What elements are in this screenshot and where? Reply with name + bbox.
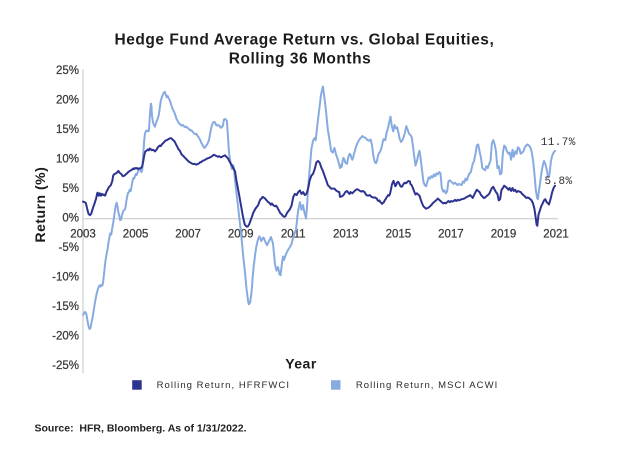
svg-text:Source: HFR, Bloomberg. As of: Source: HFR, Bloomberg. As of 1/31/2022. [35, 423, 247, 435]
svg-text:5%: 5% [62, 183, 79, 195]
svg-text:5.8%: 5.8% [544, 176, 572, 188]
svg-text:11.7%: 11.7% [541, 137, 576, 149]
svg-text:10%: 10% [56, 154, 79, 166]
svg-text:-10%: -10% [52, 272, 79, 284]
svg-text:-15%: -15% [52, 301, 79, 313]
svg-text:-5%: -5% [59, 242, 79, 254]
svg-text:20%: 20% [56, 95, 79, 107]
svg-text:0%: 0% [62, 213, 79, 225]
svg-text:2021: 2021 [543, 229, 569, 241]
svg-text:15%: 15% [56, 124, 79, 136]
svg-text:-25%: -25% [52, 360, 79, 372]
svg-text:2017: 2017 [438, 229, 464, 241]
svg-text:-20%: -20% [52, 331, 79, 343]
svg-text:2005: 2005 [123, 229, 149, 241]
svg-text:25%: 25% [56, 65, 79, 77]
svg-text:Return (%): Return (%) [32, 167, 48, 243]
svg-text:Rolling Return, HFRFWCI: Rolling Return, HFRFWCI [157, 380, 290, 391]
svg-text:2015: 2015 [386, 229, 412, 241]
svg-text:2019: 2019 [491, 229, 517, 241]
svg-text:Hedge Fund Average Return vs.: Hedge Fund Average Return vs. Global Equ… [114, 31, 494, 48]
svg-text:2013: 2013 [333, 229, 359, 241]
svg-text:2007: 2007 [175, 229, 201, 241]
svg-text:2003: 2003 [70, 229, 96, 241]
svg-text:Rolling 36 Months: Rolling 36 Months [229, 51, 371, 68]
svg-text:Rolling Return, MSCI ACWI: Rolling Return, MSCI ACWI [356, 380, 498, 391]
svg-text:Year: Year [285, 355, 317, 371]
